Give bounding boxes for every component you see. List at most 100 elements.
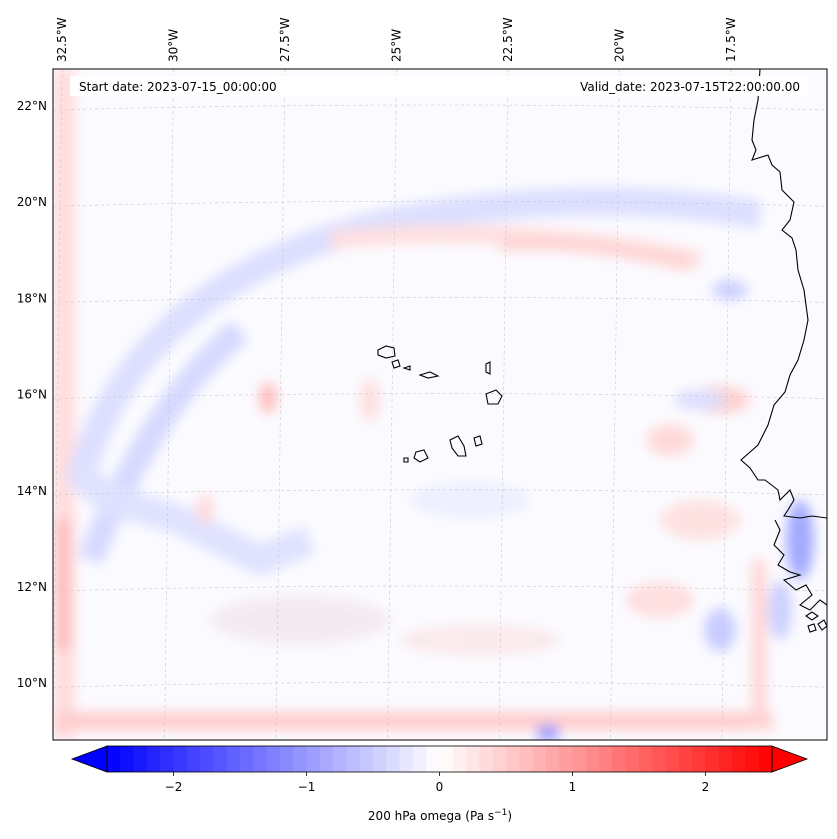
colorbar: −2 −1 0 1 2 200 hPa omega (Pa s−1) <box>70 745 809 823</box>
lat-tick-label: 18°N <box>17 291 47 305</box>
lon-tick-label: 17.5°W <box>724 17 738 62</box>
colorbar-extend-low <box>70 745 108 773</box>
colorbar-segment <box>293 746 307 772</box>
omega-field <box>53 69 814 740</box>
colorbar-segment <box>373 746 387 772</box>
lat-tick-label: 12°N <box>17 580 47 594</box>
gridlines <box>53 69 827 740</box>
lat-tick-label: 16°N <box>17 388 47 402</box>
colorbar-segment <box>545 746 560 772</box>
colorbar-segment <box>359 746 374 772</box>
lat-gridline <box>53 585 827 592</box>
sal-island <box>485 361 491 375</box>
colorbar-ticks: −2 −1 0 1 2 <box>165 772 710 794</box>
colorbar-label: 200 hPa omega (Pa s−1) <box>368 808 512 823</box>
boa-vista-island <box>485 389 503 405</box>
colorbar-tick-label: 0 <box>436 780 444 794</box>
colorbar-segment <box>306 746 321 772</box>
colorbar-segment <box>652 746 667 772</box>
colorbar-segment <box>213 746 228 772</box>
brava-island <box>403 457 409 463</box>
colorbar-extend-high <box>771 745 809 773</box>
colorbar-segment <box>160 746 174 772</box>
maio-island <box>473 435 483 447</box>
lon-tick-labels: 32.5°W 30°W 27.5°W 25°W 22.5°W 20°W 17.5°W <box>55 17 738 62</box>
colorbar-segment <box>745 746 760 772</box>
lat-gridline <box>53 200 827 207</box>
lon-gridline <box>164 69 174 740</box>
lon-tick-label: 32.5°W <box>55 17 69 62</box>
coastline <box>377 69 827 633</box>
colorbar-segment <box>200 746 214 772</box>
colorbar-segment <box>426 746 440 772</box>
colorbar-segment <box>346 746 361 772</box>
colorbar-segment <box>466 746 480 772</box>
fogo-island <box>413 449 429 463</box>
colorbar-segment <box>572 746 587 772</box>
santo-antao-island <box>377 345 396 359</box>
lon-gridline <box>721 69 732 740</box>
start-date-label: Start date: 2023-07-15_00:00:00 <box>79 80 277 94</box>
lon-tick-label: 22.5°W <box>501 17 515 62</box>
colorbar-segment <box>718 746 733 772</box>
colorbar-tick-label: 2 <box>702 780 710 794</box>
valid-date-label: Valid_date: 2023-07-15T22:00:00.00 <box>580 80 800 94</box>
lat-gridline <box>53 489 827 496</box>
map-panel: Start date: 2023-07-15_00:00:00 Valid_da… <box>53 69 827 740</box>
info-bar-background <box>70 76 808 96</box>
colorbar-segment <box>665 746 680 772</box>
lat-gridline <box>53 104 827 111</box>
colorbar-segment <box>266 746 281 772</box>
colorbar-segment <box>319 746 334 772</box>
lon-gridline <box>53 69 63 740</box>
lat-tick-label: 14°N <box>17 484 47 498</box>
santa-luzia-island <box>402 365 411 371</box>
sao-vicente-island <box>391 359 401 369</box>
colorbar-segment <box>479 746 494 772</box>
colorbar-segment <box>585 746 600 772</box>
colorbar-segment <box>386 746 401 772</box>
colorbar-tick-label: 1 <box>569 780 577 794</box>
colorbar-segment <box>173 746 188 772</box>
colorbar-segment <box>692 746 706 772</box>
colorbar-segment <box>519 746 534 772</box>
colorbar-segment <box>705 746 720 772</box>
lon-tick-label: 20°W <box>613 29 627 62</box>
lat-tick-label: 10°N <box>17 676 47 690</box>
colorbar-segment <box>412 746 427 772</box>
colorbar-segment <box>240 746 254 772</box>
map-frame <box>52 68 828 741</box>
colorbar-tick-label: −1 <box>298 780 316 794</box>
lon-gridline <box>275 69 286 740</box>
colorbar-segment <box>625 746 640 772</box>
colorbar-segment <box>186 746 201 772</box>
colorbar-segment <box>506 746 520 772</box>
colorbar-segment <box>146 746 161 772</box>
colorbar-segment <box>107 746 121 772</box>
lon-gridline <box>610 69 620 740</box>
colorbar-segment <box>678 746 693 772</box>
santiago-island <box>449 435 467 457</box>
colorbar-segment <box>532 746 547 772</box>
colorbar-segment <box>279 746 294 772</box>
colorbar-segment <box>333 746 347 772</box>
lon-tick-label: 25°W <box>390 29 404 62</box>
lon-tick-label: 30°W <box>167 29 181 62</box>
lon-gridline <box>387 69 397 740</box>
lon-gridline <box>498 69 509 740</box>
colorbar-segment <box>226 746 241 772</box>
colorbar-segment <box>612 746 627 772</box>
colorbar-segment <box>120 746 135 772</box>
lat-tick-label: 22°N <box>17 99 47 113</box>
colorbar-segment <box>452 746 467 772</box>
bijagos-islands <box>805 611 827 633</box>
africa-coastline <box>740 69 827 519</box>
lat-gridline <box>53 681 827 688</box>
colorbar-segment <box>439 746 454 772</box>
colorbar-segment <box>253 746 268 772</box>
colorbar-segment <box>599 746 613 772</box>
colorbar-segment <box>758 746 773 772</box>
sao-nicolau-island <box>418 371 440 379</box>
lat-gridline <box>53 393 827 399</box>
